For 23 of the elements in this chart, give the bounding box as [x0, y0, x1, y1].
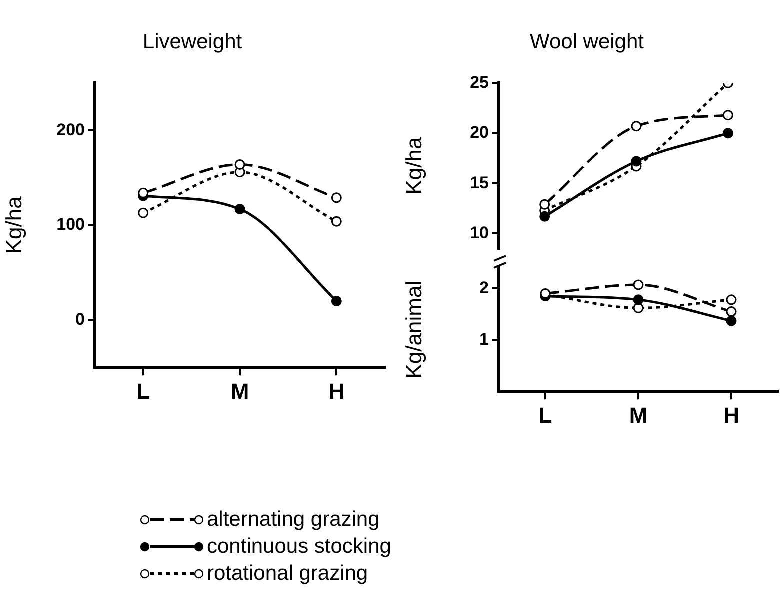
- y-tick-label: 100: [56, 215, 85, 234]
- legend-label: rotational grazing: [207, 562, 368, 586]
- chart-title: Wool weight: [530, 30, 644, 54]
- y-tick-label: 10: [470, 223, 489, 242]
- y-tick-label: 15: [470, 173, 489, 192]
- y-tick-label: 20: [470, 123, 489, 142]
- x-tick-label: H: [328, 378, 345, 404]
- y-tick-label: 200: [56, 120, 85, 140]
- x-tick-label: H: [724, 402, 740, 428]
- y-tick-label: 2: [480, 278, 489, 298]
- y-axis-title: Kg/animal: [401, 280, 426, 379]
- y-axis-title: Kg/ha: [401, 136, 426, 195]
- legend-label: continuous stocking: [207, 534, 392, 558]
- y-tick-label: 25: [470, 72, 489, 92]
- chart-title: Liveweight: [142, 30, 242, 54]
- x-tick-label: L: [538, 402, 552, 428]
- x-tick-label: M: [230, 378, 250, 404]
- legend-label: alternating grazing: [207, 508, 380, 532]
- y-tick-label: 1: [480, 330, 489, 349]
- y-tick-label: 0: [76, 310, 85, 329]
- x-tick-label: M: [629, 402, 648, 428]
- y-axis-title: Kg/ha: [1, 196, 26, 254]
- x-tick-label: L: [136, 378, 150, 404]
